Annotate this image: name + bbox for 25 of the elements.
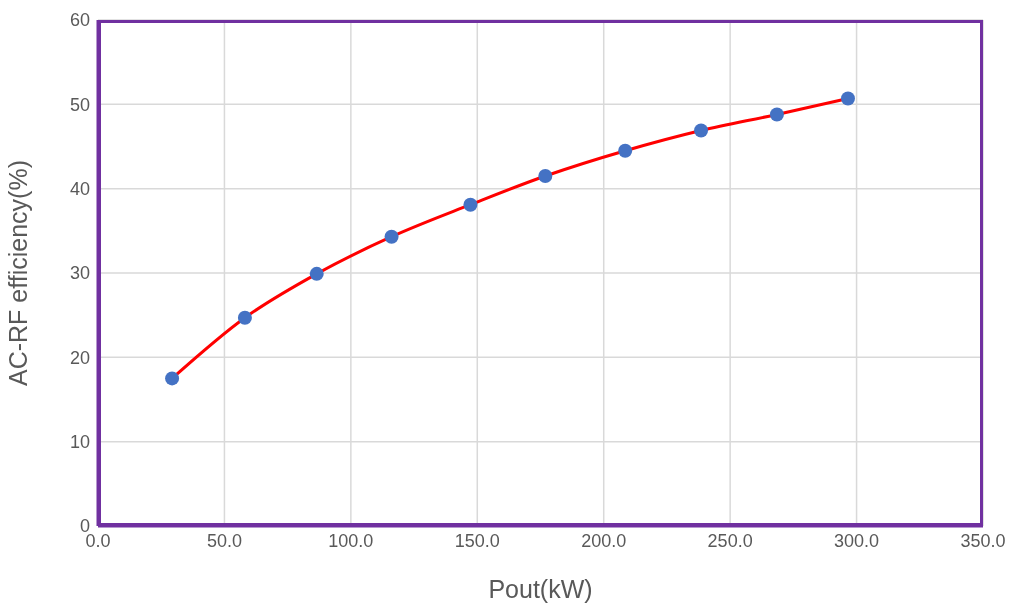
x-tick-label: 300.0 — [834, 530, 880, 551]
point — [237, 310, 252, 325]
y-tick-label: 30 — [69, 263, 90, 284]
x-tick-label: 350.0 — [960, 530, 1006, 551]
point — [165, 371, 180, 386]
x-tick-label: 100.0 — [328, 530, 374, 551]
point — [694, 123, 709, 138]
y-tick-label: 60 — [69, 10, 90, 31]
y-tick-label: 40 — [69, 179, 90, 200]
point — [463, 197, 478, 212]
point — [309, 266, 324, 281]
x-tick-label: 150.0 — [454, 530, 500, 551]
point — [840, 91, 855, 106]
x-tick-label: 250.0 — [707, 530, 753, 551]
x-tick-label: 50.0 — [206, 530, 242, 551]
x-tick-label: 200.0 — [581, 530, 627, 551]
y-axis-title: AC-RF efficiency(%) — [3, 160, 32, 386]
point — [384, 229, 399, 244]
y-tick-label: 50 — [69, 94, 90, 115]
y-tick-label: 20 — [69, 347, 90, 368]
point — [618, 143, 633, 158]
y-tick-label: 10 — [69, 432, 90, 453]
x-axis-title: Pout(kW) — [488, 575, 593, 603]
point — [538, 169, 553, 184]
point — [769, 107, 784, 122]
